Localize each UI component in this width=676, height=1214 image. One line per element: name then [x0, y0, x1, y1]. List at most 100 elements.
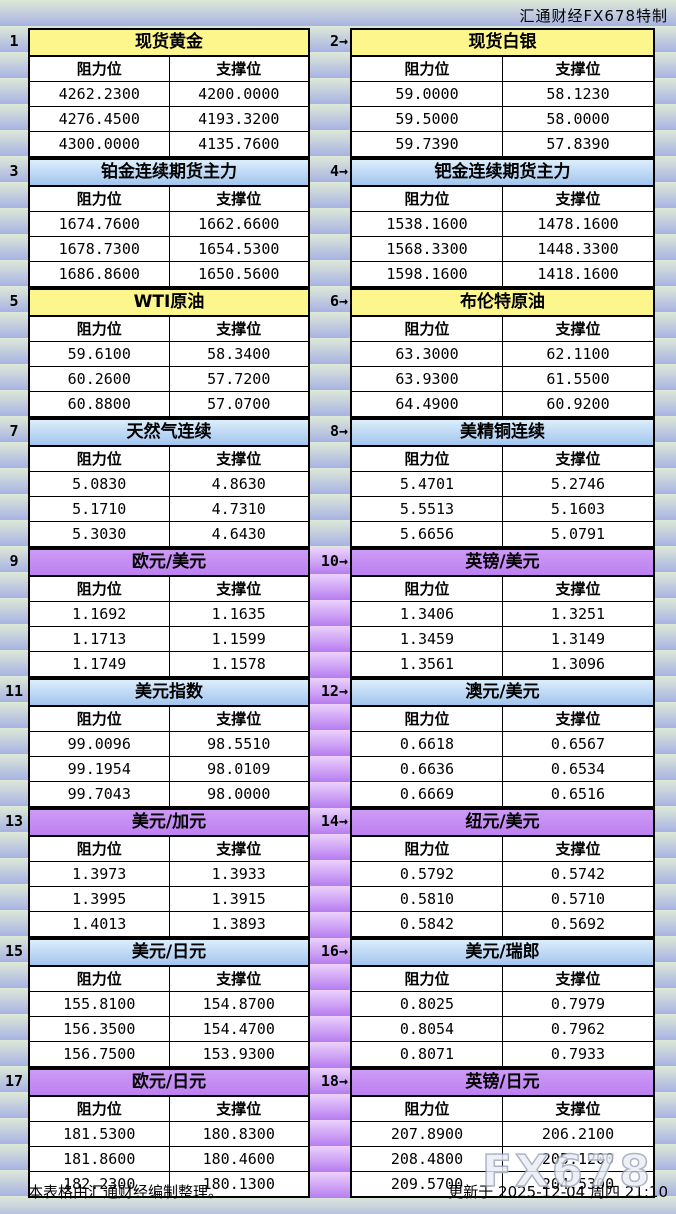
- center-gutter: 12→: [310, 678, 350, 808]
- support-value: 1650.5600: [168, 261, 310, 288]
- resistance-header: 阻力位: [28, 835, 170, 862]
- resistance-value: 0.5810: [350, 886, 503, 912]
- right-panel: 布伦特原油 阻力位 支撑位 63.3000 62.1100 63.9300 61.5…: [350, 288, 655, 418]
- support-resistance-table: 现货黄金 阻力位 支撑位 4262.2300 4200.0000 4276.450…: [28, 28, 310, 158]
- resistance-value: 5.4701: [350, 471, 503, 497]
- resistance-value: 0.6636: [350, 756, 503, 782]
- resistance-value: 1.1692: [28, 601, 170, 627]
- right-panel-number: 14→: [320, 812, 348, 830]
- right-panel: 澳元/美元 阻力位 支撑位 0.6618 0.6567 0.6636 0.6534 …: [350, 678, 655, 808]
- support-value: 0.5742: [502, 861, 655, 887]
- resistance-value: 59.7390: [350, 131, 503, 158]
- panel-title: 纽元/美元: [350, 808, 655, 837]
- support-value: 0.5692: [502, 911, 655, 938]
- panel-title: 现货白银: [350, 28, 655, 57]
- fx678-watermark: FX678: [481, 1145, 653, 1198]
- resistance-value: 5.5513: [350, 496, 503, 522]
- support-resistance-table: 纽元/美元 阻力位 支撑位 0.5792 0.5742 0.5810 0.5710 …: [350, 808, 655, 938]
- resistance-value: 60.8800: [28, 391, 170, 418]
- left-panel-number: 9: [9, 552, 19, 570]
- resistance-value: 4262.2300: [28, 81, 170, 107]
- panel-title: 美精铜连续: [350, 418, 655, 447]
- support-header: 支撑位: [168, 55, 310, 82]
- resistance-value: 0.6669: [350, 781, 503, 808]
- support-value: 1.3893: [168, 911, 310, 938]
- support-value: 98.5510: [168, 731, 310, 757]
- panel-title: 美元指数: [28, 678, 310, 707]
- right-panel-number: 2→: [329, 32, 348, 50]
- resistance-header: 阻力位: [28, 705, 170, 732]
- support-resistance-table: 欧元/美元 阻力位 支撑位 1.1692 1.1635 1.1713 1.1599 …: [28, 548, 310, 678]
- support-value: 0.7962: [502, 1016, 655, 1042]
- left-panel-number: 3: [9, 162, 19, 180]
- support-value: 62.1100: [502, 341, 655, 367]
- resistance-header: 阻力位: [28, 575, 170, 602]
- resistance-header: 阻力位: [28, 315, 170, 342]
- support-header: 支撑位: [502, 575, 655, 602]
- support-header: 支撑位: [168, 705, 310, 732]
- support-value: 98.0109: [168, 756, 310, 782]
- resistance-value: 1674.7600: [28, 211, 170, 237]
- resistance-value: 1.3406: [350, 601, 503, 627]
- support-header: 支撑位: [502, 1095, 655, 1122]
- right-panel: 美精铜连续 阻力位 支撑位 5.4701 5.2746 5.5513 5.1603 …: [350, 418, 655, 548]
- panel-row: 13 美元/加元 阻力位 支撑位 1.3973 1.3933 1.3995 1.39…: [0, 808, 676, 938]
- right-panel-number: 8→: [329, 422, 348, 440]
- resistance-value: 0.6618: [350, 731, 503, 757]
- support-header: 支撑位: [502, 965, 655, 992]
- support-resistance-table: 美元指数 阻力位 支撑位 99.0096 98.5510 99.1954 98.01…: [28, 678, 310, 808]
- support-value: 0.6534: [502, 756, 655, 782]
- resistance-header: 阻力位: [28, 965, 170, 992]
- panel-title: 美元/加元: [28, 808, 310, 837]
- support-header: 支撑位: [502, 185, 655, 212]
- panel-title: 布伦特原油: [350, 288, 655, 317]
- resistance-header: 阻力位: [350, 705, 503, 732]
- resistance-value: 1678.7300: [28, 236, 170, 262]
- support-resistance-table: 天然气连续 阻力位 支撑位 5.0830 4.8630 5.1710 4.7310 …: [28, 418, 310, 548]
- center-gutter: 14→: [310, 808, 350, 938]
- support-value: 180.8300: [168, 1121, 310, 1147]
- support-value: 5.0791: [502, 521, 655, 548]
- support-value: 57.8390: [502, 131, 655, 158]
- support-resistance-table: 现货白银 阻力位 支撑位 59.0000 58.1230 59.5000 58.00…: [350, 28, 655, 158]
- support-value: 58.3400: [168, 341, 310, 367]
- resistance-value: 64.4900: [350, 391, 503, 418]
- footer-note: 本表格由汇通财经编制整理。: [28, 1183, 224, 1201]
- panel-row: 11 美元指数 阻力位 支撑位 99.0096 98.5510 99.1954 98…: [0, 678, 676, 808]
- right-panel-number: 4→: [329, 162, 348, 180]
- support-value: 4200.0000: [168, 81, 310, 107]
- support-value: 61.5500: [502, 366, 655, 392]
- resistance-value: 1568.3300: [350, 236, 503, 262]
- support-resistance-table: 欧元/日元 阻力位 支撑位 181.5300 180.8300 181.8600 1…: [28, 1068, 310, 1198]
- resistance-value: 63.3000: [350, 341, 503, 367]
- support-resistance-table: 美元/日元 阻力位 支撑位 155.8100 154.8700 156.3500 1…: [28, 938, 310, 1068]
- support-value: 60.9200: [502, 391, 655, 418]
- left-panel: 欧元/日元 阻力位 支撑位 181.5300 180.8300 181.8600 1…: [28, 1068, 310, 1198]
- resistance-value: 181.8600: [28, 1146, 170, 1172]
- support-value: 154.8700: [168, 991, 310, 1017]
- support-header: 支撑位: [502, 55, 655, 82]
- center-gutter: 4→: [310, 158, 350, 288]
- support-value: 5.2746: [502, 471, 655, 497]
- resistance-header: 阻力位: [350, 965, 503, 992]
- panel-row: 17 欧元/日元 阻力位 支撑位 181.5300 180.8300 181.86…: [0, 1068, 676, 1198]
- support-resistance-table: 美元/瑞郎 阻力位 支撑位 0.8025 0.7979 0.8054 0.7962 …: [350, 938, 655, 1068]
- resistance-value: 1.3459: [350, 626, 503, 652]
- panel-row: 1 现货黄金 阻力位 支撑位 4262.2300 4200.0000 4276.4…: [0, 28, 676, 158]
- center-gutter: 18→: [310, 1068, 350, 1198]
- left-panel-number: 5: [9, 292, 19, 310]
- panels-container: 1 现货黄金 阻力位 支撑位 4262.2300 4200.0000 4276.4…: [0, 28, 676, 1198]
- left-panel-number: 11: [4, 682, 24, 700]
- support-value: 4.6430: [168, 521, 310, 548]
- resistance-value: 5.1710: [28, 496, 170, 522]
- support-header: 支撑位: [168, 965, 310, 992]
- support-value: 1478.1600: [502, 211, 655, 237]
- left-panel: 现货黄金 阻力位 支撑位 4262.2300 4200.0000 4276.450…: [28, 28, 310, 158]
- support-value: 1.1635: [168, 601, 310, 627]
- support-value: 1.3251: [502, 601, 655, 627]
- support-value: 0.7979: [502, 991, 655, 1017]
- center-gutter: 2→: [310, 28, 350, 158]
- support-value: 1418.1600: [502, 261, 655, 288]
- support-header: 支撑位: [168, 185, 310, 212]
- panel-title: 铂金连续期货主力: [28, 158, 310, 187]
